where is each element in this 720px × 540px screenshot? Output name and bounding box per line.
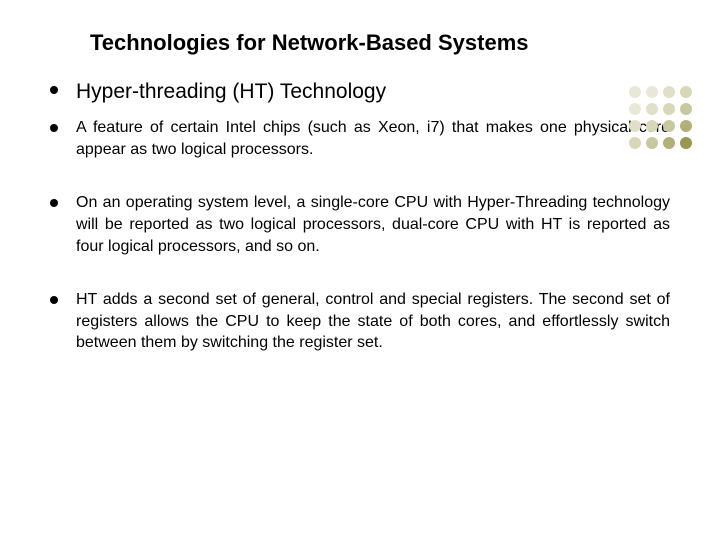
main-bullet-text: Hyper-threading (HT) Technology <box>76 78 386 105</box>
decorative-dot <box>680 137 692 149</box>
decorative-dot <box>629 137 641 149</box>
decorative-dot <box>646 120 658 132</box>
sub-bullet-item: A feature of certain Intel chips (such a… <box>50 117 670 160</box>
bullet-dot-icon <box>50 296 58 304</box>
bullet-list: Hyper-threading (HT) Technology A featur… <box>50 78 670 354</box>
decorative-dot-grid <box>629 86 692 149</box>
decorative-dot <box>680 86 692 98</box>
sub-bullet-text: A feature of certain Intel chips (such a… <box>76 117 670 160</box>
sub-bullet-text: On an operating system level, a single-c… <box>76 192 670 257</box>
slide-container: Technologies for Network-Based Systems H… <box>0 0 720 540</box>
bullet-dot-icon <box>50 86 58 94</box>
decorative-dot <box>646 137 658 149</box>
decorative-dot <box>629 103 641 115</box>
bullet-dot-icon <box>50 199 58 207</box>
decorative-dot <box>646 86 658 98</box>
sub-bullet-item: On an operating system level, a single-c… <box>50 192 670 257</box>
main-bullet-item: Hyper-threading (HT) Technology <box>50 78 670 105</box>
decorative-dot <box>663 103 675 115</box>
decorative-dot <box>629 120 641 132</box>
decorative-dot <box>646 103 658 115</box>
decorative-dot <box>680 120 692 132</box>
decorative-dot <box>680 103 692 115</box>
decorative-dot <box>663 120 675 132</box>
bullet-dot-icon <box>50 124 58 132</box>
decorative-dot <box>663 86 675 98</box>
sub-bullet-item: HT adds a second set of general, control… <box>50 289 670 354</box>
decorative-dot <box>629 86 641 98</box>
decorative-dot <box>663 137 675 149</box>
slide-title: Technologies for Network-Based Systems <box>90 30 670 56</box>
sub-bullet-text: HT adds a second set of general, control… <box>76 289 670 354</box>
